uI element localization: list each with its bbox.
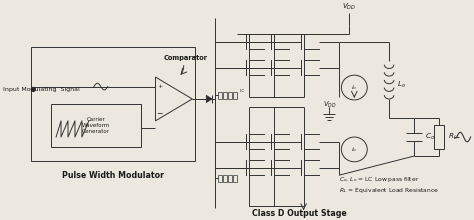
Text: $C_o$: $C_o$ xyxy=(425,132,435,142)
Text: −: − xyxy=(156,109,163,118)
Bar xyxy=(228,92,232,99)
Text: Input Modulating  Signal: Input Modulating Signal xyxy=(3,87,80,92)
Bar xyxy=(218,92,222,99)
Bar xyxy=(51,104,141,147)
Circle shape xyxy=(31,88,35,91)
Text: $i_o$: $i_o$ xyxy=(351,145,357,154)
Bar xyxy=(223,175,227,182)
Bar xyxy=(218,175,222,182)
Text: Pulse Width Modulator: Pulse Width Modulator xyxy=(62,171,164,180)
Text: +: + xyxy=(157,84,162,89)
Text: Carrier
Waveform
Generator: Carrier Waveform Generator xyxy=(82,117,110,134)
Bar xyxy=(233,92,237,99)
Text: .IC: .IC xyxy=(240,89,245,93)
Text: $R_L$: $R_L$ xyxy=(448,132,457,142)
Text: $C_o$, $L_o$ = LC Low pass filter: $C_o$, $L_o$ = LC Low pass filter xyxy=(339,175,420,184)
Text: $V_{DD}$: $V_{DD}$ xyxy=(342,2,356,12)
Bar xyxy=(223,92,227,99)
Bar xyxy=(31,47,195,161)
Bar xyxy=(434,125,444,149)
Bar xyxy=(233,175,237,182)
Bar xyxy=(228,175,232,182)
Text: $i_o$: $i_o$ xyxy=(351,83,357,92)
Text: Class D Output Stage: Class D Output Stage xyxy=(252,209,347,218)
Polygon shape xyxy=(206,95,212,103)
Text: $V_{DD}$: $V_{DD}$ xyxy=(323,100,336,110)
Text: $L_o$: $L_o$ xyxy=(397,80,406,90)
Text: Comparator: Comparator xyxy=(164,55,207,61)
Text: $R_L$ = Equivalent Load Resistance: $R_L$ = Equivalent Load Resistance xyxy=(339,186,439,195)
